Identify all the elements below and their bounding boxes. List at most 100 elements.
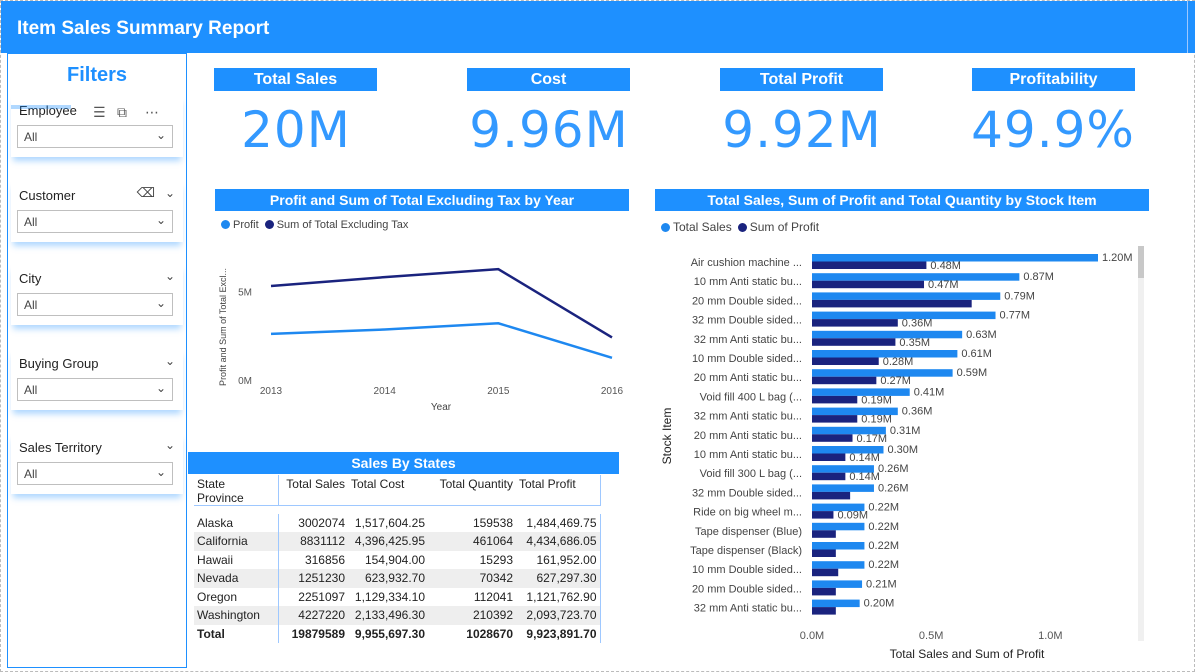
col-total-sales[interactable]: Total Sales — [286, 477, 345, 491]
col-total-cost[interactable]: Total Cost — [351, 477, 405, 491]
table-spacer — [194, 506, 600, 514]
bar-total-sales[interactable] — [812, 465, 874, 473]
bar-sum-of-profit[interactable] — [812, 376, 877, 385]
bar-total-sales[interactable] — [812, 522, 865, 531]
bar-sum-of-profit[interactable] — [812, 319, 898, 327]
bar-chart-category-label: 32 mm Anti static bu... — [694, 411, 802, 423]
bar-sum-of-profit[interactable] — [812, 280, 925, 289]
bar-total-sales-label: 0.31M — [890, 425, 921, 437]
legend-item-profit[interactable]: Profit — [221, 219, 259, 231]
city-slicer: City ⌄ All ⌄ — [11, 263, 183, 325]
sales-by-states-table: State Province Total Sales Total Cost To… — [194, 475, 604, 643]
bar-chart-scrollbar-track[interactable] — [1138, 246, 1144, 641]
line-series-sum-of-total-excluding-tax[interactable] — [270, 267, 613, 339]
bar-sum-of-profit[interactable] — [812, 549, 836, 558]
table-row[interactable]: Washington 4227220 2,133,496.30 210392 2,093… — [194, 606, 601, 625]
chevron-down-icon[interactable]: ⌄ — [164, 269, 175, 283]
bar-total-sales[interactable] — [812, 273, 1020, 281]
bar-total-sales[interactable] — [812, 388, 910, 396]
table-total-row[interactable]: Total 19879589 9,955,697.30 1028670 9,923,89… — [194, 624, 601, 643]
bar-sum-of-profit[interactable] — [812, 357, 879, 366]
bar-total-sales[interactable] — [812, 426, 886, 435]
bar-total-sales[interactable] — [812, 254, 1098, 262]
table-cell: California — [194, 532, 279, 551]
table-row[interactable]: Alaska 3002074 1,517,604.25 159538 1,484,469… — [194, 513, 601, 532]
slicer-label: City — [19, 271, 42, 286]
table-row[interactable]: Nevada 1251230 623,932.70 70342 627,297.30 — [194, 569, 601, 588]
table-cell: 1,484,469.75 — [516, 513, 601, 532]
chevron-down-icon[interactable]: ⌄ — [164, 354, 175, 368]
bar-total-sales[interactable] — [812, 503, 865, 512]
kpi-total-sales-value: 20M — [241, 101, 351, 159]
bar-total-sales-label: 0.77M — [1000, 310, 1031, 322]
bar-total-sales[interactable] — [812, 407, 898, 416]
filter-icon[interactable]: ☰ — [93, 105, 106, 121]
col-total-profit[interactable]: Total Profit — [516, 475, 601, 506]
bar-total-sales[interactable] — [812, 561, 865, 569]
sales-territory-dropdown[interactable]: All ⌄ — [17, 462, 173, 485]
bar-total-sales[interactable] — [812, 311, 996, 320]
focus-mode-icon[interactable]: ⧉ — [117, 105, 127, 121]
buying-group-dropdown[interactable]: All ⌄ — [17, 378, 173, 401]
bar-total-sales[interactable] — [812, 599, 860, 608]
more-options-icon[interactable]: ⋯ — [145, 105, 159, 121]
bar-total-sales[interactable] — [812, 292, 1001, 300]
col-state-province[interactable]: State Province — [194, 475, 279, 506]
table-row[interactable]: Oregon 2251097 1,129,334.10 112041 1,121,762… — [194, 587, 601, 606]
bar-chart-legend: Total Sales Sum of Profit — [661, 220, 825, 234]
bar-total-sales-label: 0.36M — [902, 406, 933, 418]
bar-sum-of-profit[interactable] — [812, 530, 836, 538]
chevron-down-icon[interactable]: ⌄ — [164, 438, 175, 452]
bar-total-sales[interactable] — [812, 350, 958, 358]
slicer-focus-bar — [11, 105, 71, 109]
table-cell: 159538 — [472, 515, 513, 530]
chevron-down-icon[interactable]: ⌄ — [164, 186, 175, 200]
slicer-value: All — [24, 298, 38, 312]
table-cell: 1,517,604.25 — [354, 515, 425, 530]
bar-sum-of-profit[interactable] — [812, 511, 834, 519]
table-row[interactable]: Hawaii 316856 154,904.00 15293 161,952.00 — [194, 550, 601, 569]
bar-chart-x-axis-label: Total Sales and Sum of Profit — [890, 647, 1045, 661]
bar-total-sales[interactable] — [812, 580, 863, 588]
bar-sum-of-profit-label: 0.19M — [861, 394, 892, 406]
line-chart: Profit and Sum of Total Excl... Year 0M 5… — [218, 267, 624, 413]
line-series-profit[interactable] — [270, 321, 613, 360]
bar-chart-scrollbar-thumb[interactable] — [1138, 246, 1144, 278]
bar-sum-of-profit[interactable] — [812, 299, 972, 308]
bar-sum-of-profit[interactable] — [812, 453, 846, 462]
bar-total-sales[interactable] — [812, 446, 884, 454]
city-dropdown[interactable]: All ⌄ — [17, 293, 173, 316]
table-cell: Hawaii — [194, 550, 279, 569]
bar-sum-of-profit[interactable] — [812, 607, 836, 615]
bar-total-sales[interactable] — [812, 369, 953, 377]
bar-total-sales-label: 0.22M — [868, 559, 899, 571]
bar-sum-of-profit[interactable] — [812, 338, 896, 346]
bar-sum-of-profit[interactable] — [812, 568, 839, 577]
chevron-down-icon: ⌄ — [155, 213, 166, 227]
bar-chart-category-label: 32 mm Anti static bu... — [694, 334, 802, 346]
bar-sum-of-profit[interactable] — [812, 587, 836, 596]
bar-sum-of-profit[interactable] — [812, 434, 853, 442]
bar-sum-of-profit-label: 0.19M — [861, 414, 892, 426]
bar-chart-category-label: 32 mm Double sided... — [692, 315, 802, 327]
slicer-value: All — [24, 130, 38, 144]
bar-sum-of-profit[interactable] — [812, 415, 858, 423]
bar-sum-of-profit[interactable] — [812, 491, 851, 500]
bar-sum-of-profit[interactable] — [812, 395, 858, 404]
legend-item-total-sales[interactable]: Total Sales — [661, 220, 732, 234]
eraser-icon[interactable]: ⌫ — [136, 186, 155, 201]
employee-dropdown[interactable]: All ⌄ — [17, 125, 173, 148]
bar-total-sales[interactable] — [812, 330, 963, 339]
slicer-label: Sales Territory — [19, 440, 102, 455]
legend-item-total-excl-tax[interactable]: Sum of Total Excluding Tax — [264, 219, 408, 231]
bar-sum-of-profit[interactable] — [812, 472, 846, 481]
bar-total-sales[interactable] — [812, 484, 874, 492]
bar-sum-of-profit[interactable] — [812, 261, 927, 270]
table-row[interactable]: California 8831112 4,396,425.95 461064 4,434… — [194, 532, 601, 551]
table-cell: 19879589 — [291, 626, 345, 641]
bar-total-sales[interactable] — [812, 542, 865, 550]
col-total-quantity[interactable]: Total Quantity — [439, 477, 513, 491]
legend-item-sum-of-profit[interactable]: Sum of Profit — [737, 220, 819, 234]
customer-dropdown[interactable]: All ⌄ — [17, 210, 173, 233]
